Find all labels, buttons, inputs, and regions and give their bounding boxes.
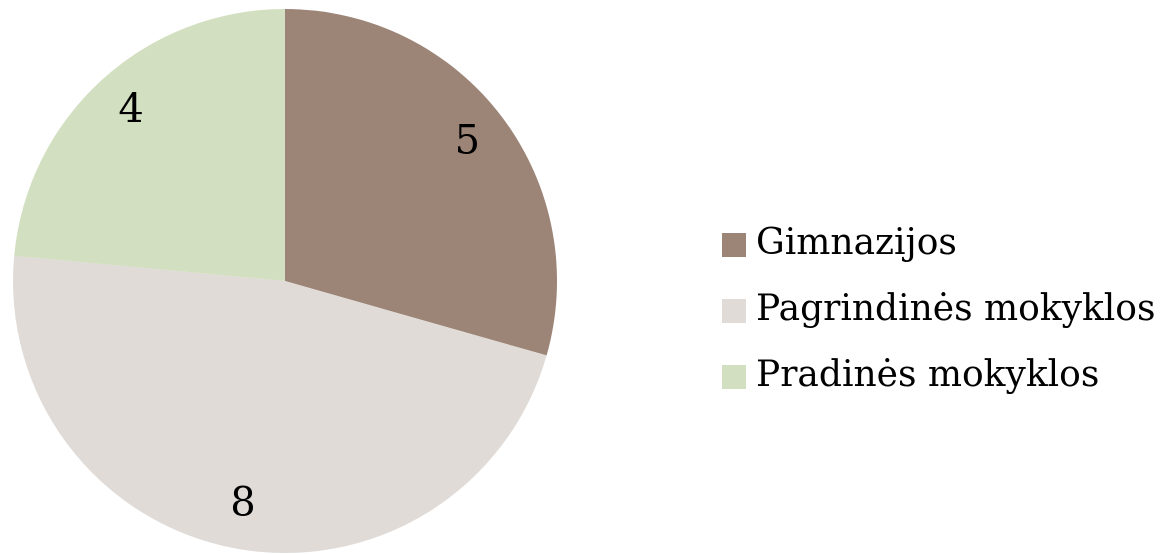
legend-label: Pagrindinės mokyklos xyxy=(756,288,1155,329)
legend-label: Pradinės mokyklos xyxy=(756,354,1099,395)
legend-label: Gimnazijos xyxy=(756,222,957,263)
legend-swatch xyxy=(722,365,746,389)
legend-swatch xyxy=(722,233,746,257)
pie-slice xyxy=(285,9,558,356)
data-label: 8 xyxy=(230,480,255,526)
legend-swatch xyxy=(722,299,746,323)
pie-slice xyxy=(12,255,547,553)
pie-slice xyxy=(14,9,285,281)
data-label: 5 xyxy=(455,117,480,163)
data-label: 4 xyxy=(118,86,143,132)
